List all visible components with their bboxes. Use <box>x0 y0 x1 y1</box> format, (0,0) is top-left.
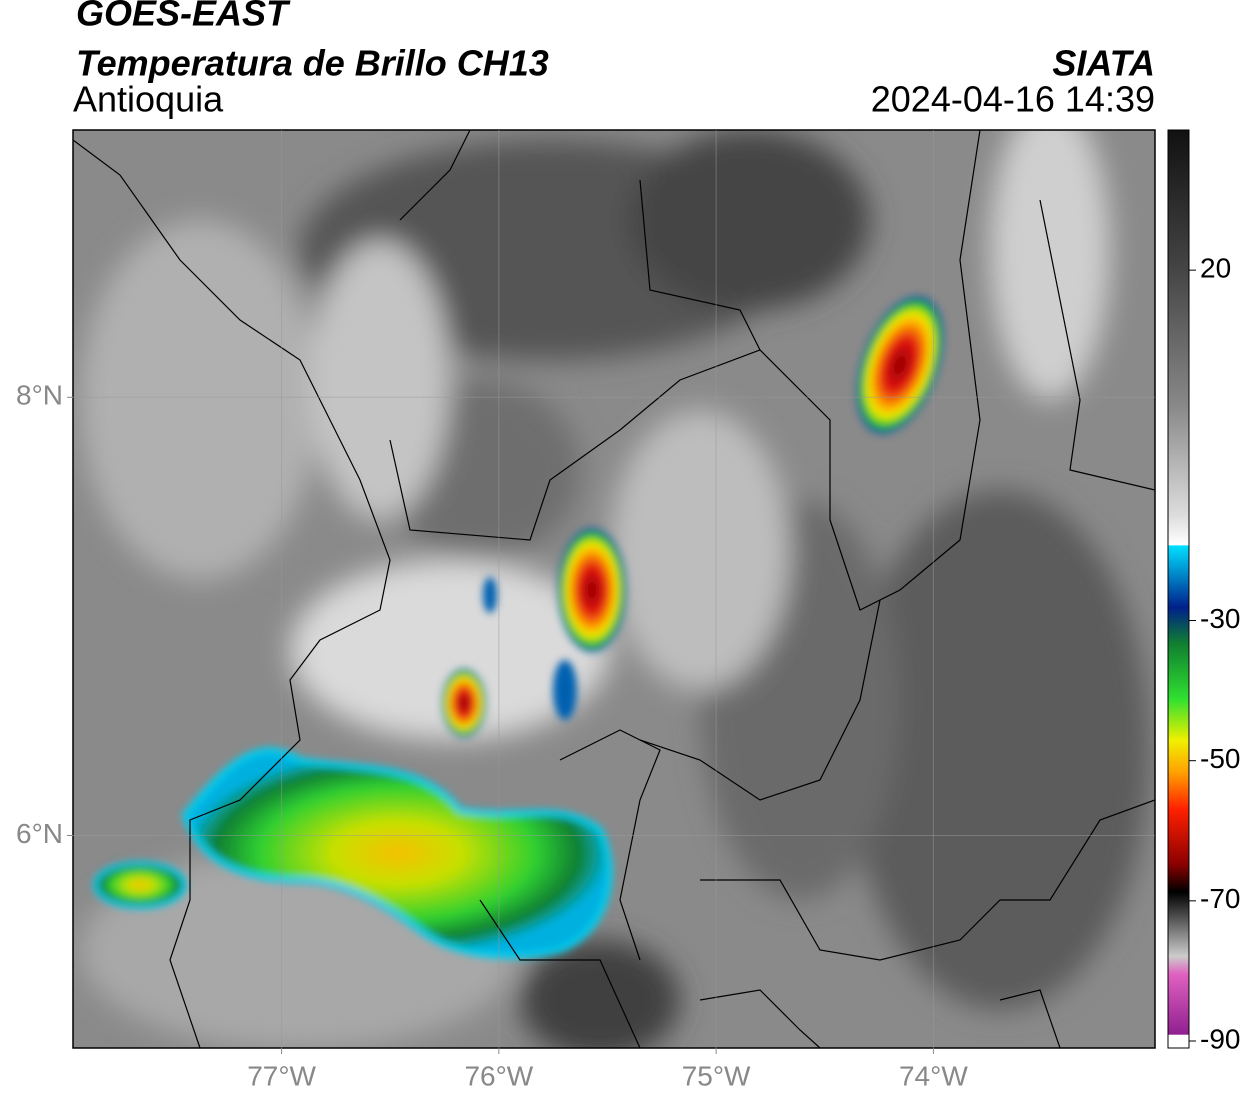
colorbar-tick-label: -70 <box>1200 883 1240 914</box>
source: SIATA <box>1052 43 1155 84</box>
satellite-image <box>73 130 1155 1048</box>
colorbar-tick-label: -90 <box>1200 1023 1240 1054</box>
colorbar-tick-label: -30 <box>1200 603 1240 634</box>
map-frame <box>72 129 1156 1049</box>
y-tick-label: 6°N <box>16 818 63 849</box>
x-tick-label: 74°W <box>899 1060 968 1091</box>
subtitle: Temperatura de Brillo CH13 <box>76 43 549 84</box>
colorbar-tick-label: -50 <box>1200 743 1240 774</box>
colorbar <box>1167 129 1190 1049</box>
y-tick-label: 8°N <box>16 380 63 411</box>
datetime: 2024-04-16 14:39 <box>871 79 1155 120</box>
x-tick-label: 75°W <box>682 1060 751 1091</box>
region: Antioquia <box>73 79 224 120</box>
title: GOES-EAST <box>76 0 291 34</box>
colorbar-tick-label: 20 <box>1200 253 1231 284</box>
x-tick-label: 77°W <box>247 1060 316 1091</box>
x-tick-label: 76°W <box>464 1060 533 1091</box>
